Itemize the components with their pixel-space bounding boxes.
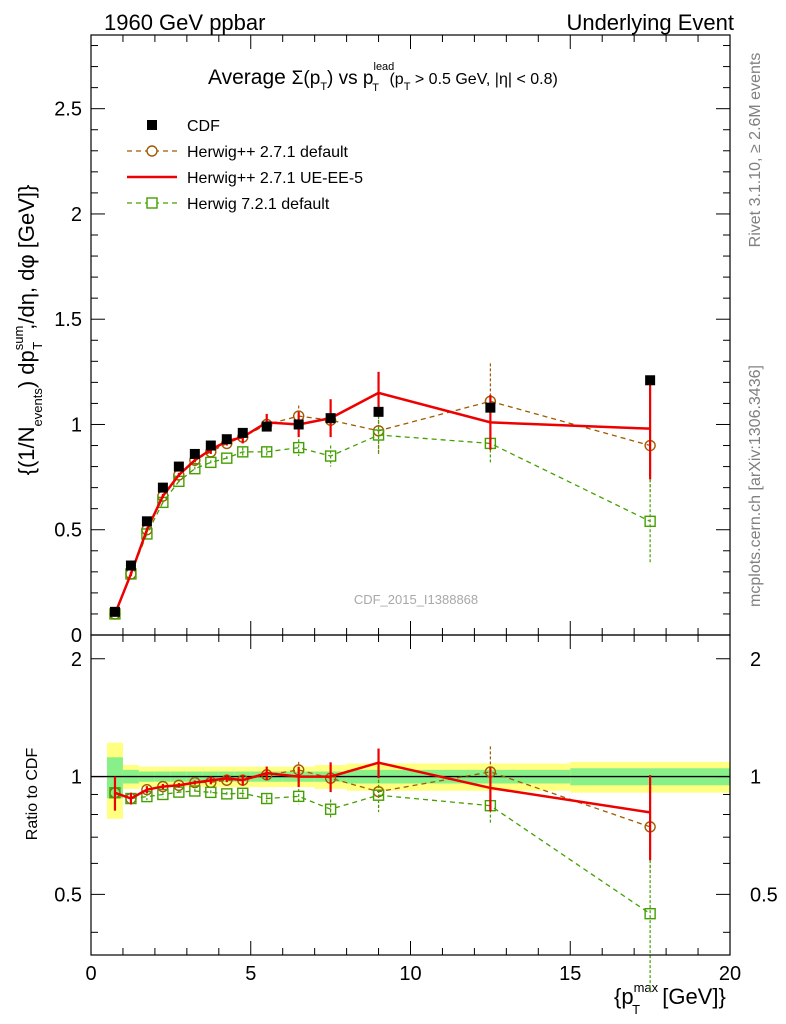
main-data-point	[237, 427, 248, 438]
xlabel-part-b: [GeV]}	[656, 984, 726, 1009]
title-sigma: Σ(p	[292, 68, 321, 89]
main-data-point	[485, 402, 496, 413]
ylabel-part-c: ,/dη, dφ [GeV]}	[14, 185, 39, 330]
ratio-data-point	[292, 790, 305, 803]
y-tick-label: 0	[71, 625, 82, 647]
main-data-point	[292, 441, 305, 454]
y-tick-label: 1	[71, 414, 82, 436]
y-tick-label: 2	[71, 204, 82, 226]
header-left: 1960 GeV ppbar	[104, 10, 265, 35]
plot-title: Average Σ(pT) vs plead T (pT > 0.5 GeV, |…	[208, 61, 558, 94]
main-data-point	[109, 606, 120, 617]
ylabel-events: events	[30, 388, 45, 427]
main-data-point	[372, 429, 385, 441]
ratio-y-tick-label-right: 2	[750, 649, 761, 671]
title-sup-lead: lead	[374, 61, 395, 73]
ratio-series-line	[114, 790, 651, 915]
main-data-point	[205, 440, 216, 451]
ratio-y-axis-label: Ratio to CDF	[24, 748, 41, 841]
main-data-point	[644, 515, 656, 528]
legend-marker	[146, 145, 158, 157]
ratio-data-point	[189, 785, 201, 797]
main-data-point	[157, 482, 168, 493]
legend-marker	[147, 120, 157, 130]
ratio-y-tick-label: 2	[71, 649, 82, 671]
ratio-panel-frame	[90, 634, 731, 956]
main-data-point	[645, 375, 656, 386]
main-panel-marks	[109, 363, 656, 620]
main-data-point	[221, 434, 232, 445]
legend-marker	[146, 197, 158, 209]
ylabel-sum: sum	[11, 326, 26, 351]
x-tick-label: 0	[85, 963, 96, 985]
ratio-data-point	[157, 788, 169, 801]
ratio-y-tick-label: 1	[71, 767, 82, 789]
ratio-uncertainty-bands	[91, 742, 730, 819]
main-data-point	[189, 462, 201, 475]
ratio-data-point	[205, 786, 217, 799]
mcplots-label: mcplots.cern.ch [arXiv:1306.3436]	[747, 365, 764, 607]
x-tick-label: 15	[559, 963, 581, 985]
ratio-y-tick-label-right: 1	[750, 767, 761, 789]
xlabel-t: T	[632, 1002, 640, 1017]
ratio-y-tick-label-right: 0.5	[750, 884, 778, 906]
ratio-data-point	[237, 787, 249, 799]
ylabel-part-b: ) dp	[14, 350, 39, 388]
x-tick-label: 5	[245, 963, 256, 985]
main-data-point	[221, 452, 233, 464]
x-axis-label: {pmax T [GeV]}	[614, 980, 726, 1017]
ratio-data-point	[261, 792, 273, 805]
main-data-point	[373, 406, 384, 417]
title-cut: (p	[385, 71, 404, 88]
legend-label: Herwig++ 2.7.1 UE-EE-5	[187, 170, 363, 187]
x-tick-label: 10	[399, 963, 421, 985]
ylabel-part-a: {(1/N	[14, 426, 39, 475]
main-data-point	[261, 446, 273, 458]
xlabel-part-a: {p	[614, 984, 634, 1009]
main-data-point	[189, 448, 200, 459]
ratio-data-point	[324, 803, 337, 815]
main-data-point	[141, 516, 152, 527]
rivet-version-label: Rivet 3.1.10, ≥ 2.6M events	[747, 53, 764, 248]
analysis-watermark: CDF_2015_I1388868	[354, 592, 478, 607]
ratio-data-point	[372, 789, 385, 801]
y-tick-label: 2.5	[54, 99, 82, 121]
main-data-point	[205, 456, 217, 469]
main-data-point	[173, 461, 184, 472]
legend-label: Herwig 7.2.1 default	[187, 196, 330, 213]
title-average: Average	[208, 66, 292, 89]
title-close: ) vs p	[327, 68, 373, 89]
xlabel-max: max	[634, 980, 659, 995]
ratio-y-tick-label: 0.5	[54, 884, 82, 906]
ratio-data-point	[644, 907, 656, 920]
y-axis-label: {(1/Nevents) dpsum T ,/dη, dφ [GeV]}	[11, 185, 45, 476]
title-sub-t2: T	[372, 82, 379, 94]
legend: CDF Herwig++ 2.7.1 default Herwig++ 2.7.1 …	[127, 118, 363, 213]
main-data-point	[261, 421, 272, 432]
main-data-point	[125, 560, 136, 571]
ylabel-t: T	[30, 342, 45, 350]
main-data-point	[293, 419, 304, 430]
legend-label: Herwig++ 2.7.1 default	[187, 144, 349, 161]
main-data-point	[324, 450, 337, 462]
title-cut2: > 0.5 GeV, |η| < 0.8)	[410, 71, 557, 88]
ratio-data-point	[221, 788, 233, 800]
main-data-point	[325, 413, 336, 424]
title-sub-t3: T	[404, 81, 411, 93]
ratio-panel-marks	[109, 746, 656, 993]
title-sub-t1: T	[320, 81, 327, 93]
main-series-line	[113, 391, 651, 615]
y-tick-label: 1.5	[54, 309, 82, 331]
main-data-point	[237, 446, 249, 458]
y-tick-label: 0.5	[54, 520, 82, 542]
x-tick-label: 20	[719, 963, 741, 985]
header-right: Underlying Event	[566, 10, 734, 35]
legend-label: CDF	[187, 118, 220, 135]
